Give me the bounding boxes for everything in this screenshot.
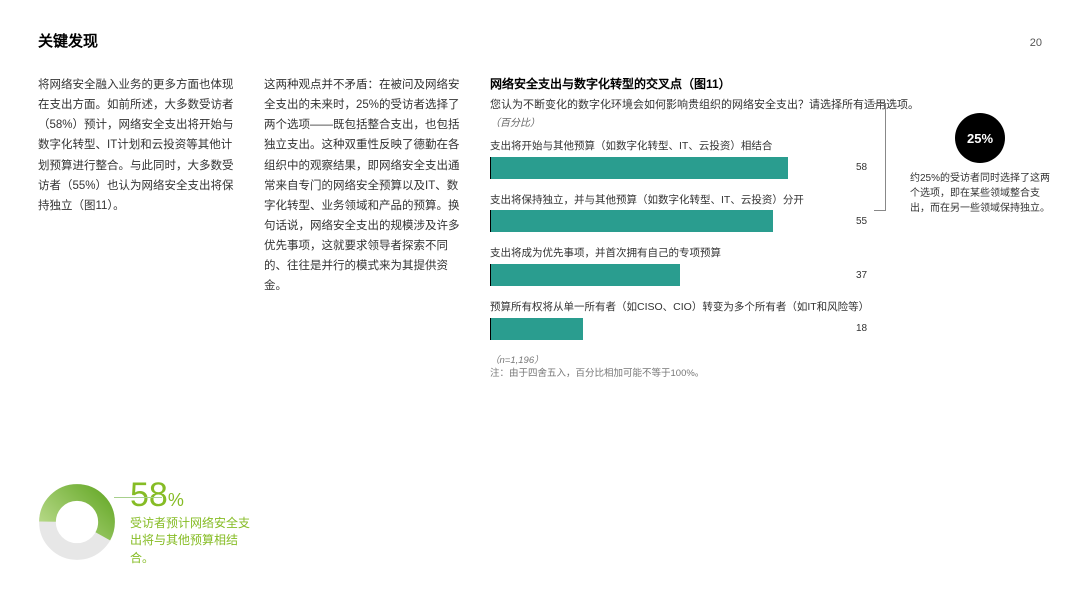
- section-title: 关键发现: [38, 30, 98, 51]
- bar-fill: [490, 210, 773, 232]
- bar-label: 支出将成为优先事项，并首次拥有自己的专项预算: [490, 246, 870, 261]
- bar-label: 支出将保持独立，并与其他预算（如数字化转型、IT、云投资）分开: [490, 193, 870, 208]
- bar-value: 18: [856, 323, 867, 334]
- bar-fill: [490, 318, 583, 340]
- grouping-bracket: [874, 103, 886, 211]
- stat-text: 受访者预计网络安全支出将与其他预算相结合。: [130, 515, 260, 567]
- body-paragraph-left: 将网络安全融入业务的更多方面也体现在支出方面。如前所述，大多数受访者（58%）预…: [38, 75, 236, 380]
- key-stat: 58% 受访者预计网络安全支出将与其他预算相结合。: [38, 478, 260, 567]
- chart-panel: 网络安全支出与数字化转型的交叉点（图11） 您认为不断变化的数字化环境会如何影响…: [490, 75, 1042, 380]
- bar-label: 支出将开始与其他预算（如数字化转型、IT、云投资）相结合: [490, 139, 870, 154]
- connector-line: [114, 497, 162, 498]
- chart-subtitle: 您认为不断变化的数字化环境会如何影响贵组织的网络安全支出？请选择所有适用选项。: [490, 96, 1042, 112]
- bar-item: 支出将保持独立，并与其他预算（如数字化转型、IT、云投资）分开 55: [490, 193, 870, 233]
- callout-badge: 25%: [955, 113, 1005, 163]
- stat-percent: 58%: [130, 478, 260, 512]
- callout-text: 约25%的受访者同时选择了这两个选项，即在某些领域整合支出，而在另一些领域保持独…: [910, 171, 1050, 216]
- bar-item: 支出将开始与其他预算（如数字化转型、IT、云投资）相结合 58: [490, 139, 870, 179]
- chart-title: 网络安全支出与数字化转型的交叉点（图11）: [490, 75, 1042, 92]
- bar-value: 58: [856, 162, 867, 173]
- page-number: 20: [1030, 37, 1042, 49]
- bar-value: 37: [856, 270, 867, 281]
- bar-fill: [490, 264, 680, 286]
- sample-size: （n=1,196）: [490, 355, 544, 366]
- donut-chart: [38, 483, 116, 561]
- bar-chart: 支出将开始与其他预算（如数字化转型、IT、云投资）相结合 58 支出将保持独立，并与…: [490, 139, 870, 340]
- body-paragraph-mid: 这两种观点并不矛盾：在被问及网络安全支出的未来时，25%的受访者选择了两个选项—…: [264, 75, 462, 380]
- bar-fill: [490, 157, 788, 179]
- footnote-text: 注：由于四舍五入，百分比相加可能不等于100%。: [490, 368, 704, 379]
- bar-value: 55: [856, 216, 867, 227]
- chart-footnote: （n=1,196） 注：由于四舍五入，百分比相加可能不等于100%。: [490, 354, 1042, 381]
- bar-label: 预算所有权将从单一所有者（如CISO、CIO）转变为多个所有者（如IT和风险等）: [490, 300, 870, 315]
- bar-item: 支出将成为优先事项，并首次拥有自己的专项预算 37: [490, 246, 870, 286]
- bar-item: 预算所有权将从单一所有者（如CISO、CIO）转变为多个所有者（如IT和风险等）…: [490, 300, 870, 340]
- callout-bubble: 25% 约25%的受访者同时选择了这两个选项，即在某些领域整合支出，而在另一些领…: [910, 113, 1050, 216]
